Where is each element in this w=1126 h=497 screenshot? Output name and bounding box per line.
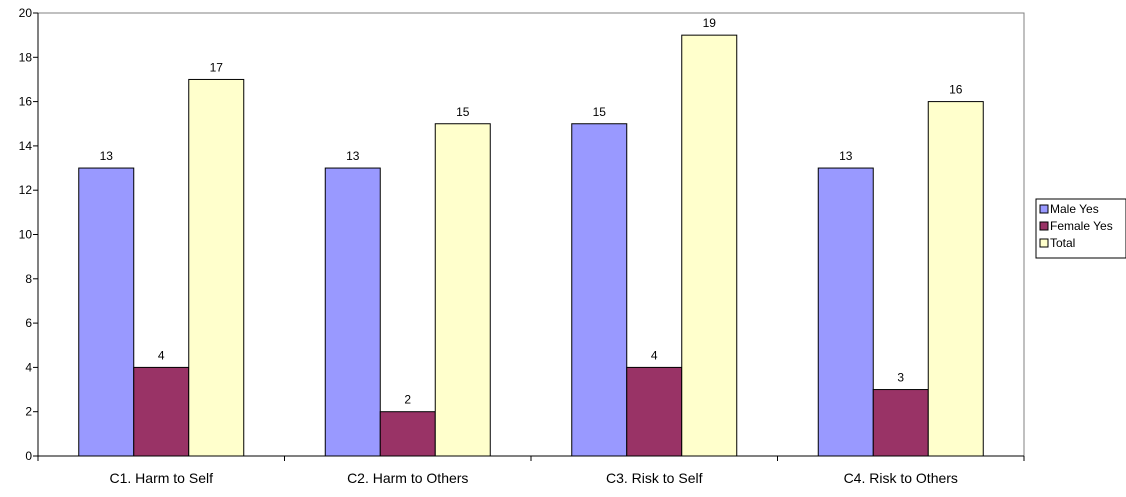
legend-label: Female Yes xyxy=(1050,219,1113,233)
legend: Male Yes Female Yes Total xyxy=(1035,198,1126,259)
legend-label: Male Yes xyxy=(1050,202,1099,216)
data-label: 13 xyxy=(346,149,360,163)
bar xyxy=(434,123,491,457)
bar xyxy=(681,34,738,457)
data-label: 15 xyxy=(593,105,607,119)
data-label: 15 xyxy=(456,105,470,119)
legend-swatch xyxy=(1039,221,1049,231)
data-label: 4 xyxy=(158,348,165,362)
category-labels: C1. Harm to Self C2. Harm to Others C3. Ri… xyxy=(110,470,958,486)
category-label: C1. Harm to Self xyxy=(110,470,214,486)
data-label: 17 xyxy=(210,60,224,74)
y-tick-label: 4 xyxy=(25,360,32,374)
bar xyxy=(927,101,984,457)
y-tick-label: 0 xyxy=(25,449,32,463)
bar xyxy=(78,167,135,457)
bar-series xyxy=(78,34,984,457)
bar xyxy=(188,78,245,457)
y-tick-label: 6 xyxy=(25,316,32,330)
legend-swatch xyxy=(1039,238,1049,248)
y-tick-label: 16 xyxy=(19,95,33,109)
data-label: 13 xyxy=(100,149,114,163)
bar xyxy=(133,366,190,457)
category-label: C3. Risk to Self xyxy=(606,470,703,486)
data-label: 4 xyxy=(651,348,658,362)
y-tick-label: 12 xyxy=(19,183,33,197)
y-tick-label: 8 xyxy=(25,272,32,286)
legend-swatch xyxy=(1039,204,1049,214)
bar xyxy=(817,167,874,457)
data-label: 19 xyxy=(703,16,717,30)
y-tick-label: 14 xyxy=(19,139,33,153)
category-label: C4. Risk to Others xyxy=(844,470,958,486)
bar xyxy=(571,123,628,457)
x-axis-ticks xyxy=(37,456,1025,461)
data-labels: 13 4 17 13 2 15 15 4 19 13 3 16 xyxy=(100,16,963,407)
data-label: 3 xyxy=(897,371,904,385)
y-tick-label: 10 xyxy=(19,228,33,242)
y-tick-label: 20 xyxy=(19,6,33,20)
bar xyxy=(872,389,929,457)
data-label: 2 xyxy=(404,393,411,407)
data-label: 13 xyxy=(839,149,853,163)
legend-box xyxy=(1035,198,1126,259)
bar xyxy=(324,167,381,457)
legend-label: Total xyxy=(1050,236,1075,250)
y-tick-label: 18 xyxy=(19,50,33,64)
data-label: 16 xyxy=(949,83,963,97)
y-tick-label: 2 xyxy=(25,405,32,419)
category-label: C2. Harm to Others xyxy=(347,470,468,486)
y-axis-ticks: 0 2 4 6 8 10 12 14 16 18 20 xyxy=(19,6,38,463)
bar xyxy=(379,411,436,457)
bar xyxy=(626,366,683,457)
